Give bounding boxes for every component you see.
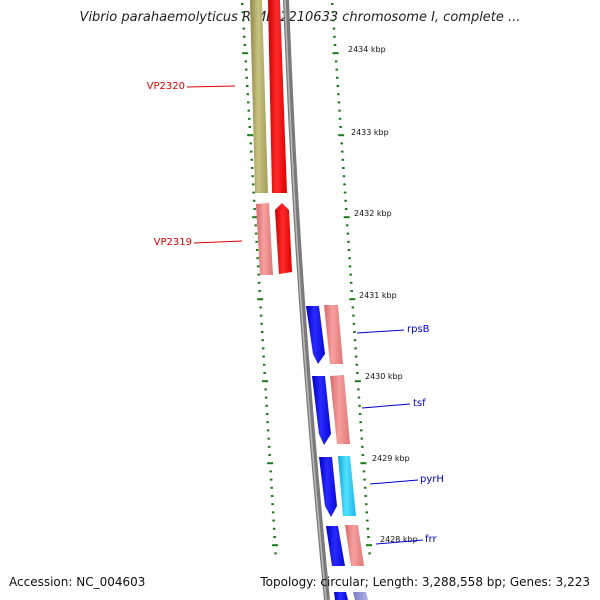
label-leader-line <box>186 85 236 88</box>
cds-feature[interactable] <box>345 525 364 566</box>
scale-label: 2428 kbp <box>380 535 418 544</box>
gene-label-vp2320[interactable]: VP2320 <box>147 81 185 92</box>
label-leader-line <box>375 539 424 545</box>
gene-label-tsf[interactable]: tsf <box>413 398 426 409</box>
label-leader-line <box>361 403 411 409</box>
cds-feature[interactable] <box>338 456 356 516</box>
gene-label-pyrh[interactable]: pyrH <box>420 474 444 485</box>
tick-track-left <box>241 3 279 555</box>
scale-label: 2434 kbp <box>348 45 386 54</box>
scale-label: 2433 kbp <box>351 128 389 137</box>
gene-label-rpsb[interactable]: rpsB <box>407 324 430 335</box>
cds-feature[interactable] <box>256 203 273 275</box>
cds-feature[interactable] <box>319 457 337 517</box>
gene-label-frr[interactable]: frr <box>425 534 437 545</box>
sequence-backbone <box>283 0 330 600</box>
cds-feature[interactable] <box>268 0 287 193</box>
scale-label: 2429 kbp <box>372 454 410 463</box>
cds-feature[interactable] <box>353 592 368 600</box>
topology-summary: Topology: circular; Length: 3,288,558 bp… <box>260 575 590 589</box>
cds-feature[interactable] <box>324 305 343 364</box>
cds-feature[interactable] <box>330 375 350 444</box>
cds-feature[interactable] <box>275 203 292 274</box>
accession-label: Accession: NC_004603 <box>9 575 146 589</box>
cds-feature[interactable] <box>312 376 331 445</box>
cds-feature[interactable] <box>326 526 345 566</box>
scale-label: 2432 kbp <box>354 209 392 218</box>
gene-label-vp2319[interactable]: VP2319 <box>154 237 192 248</box>
label-leader-line <box>369 479 419 485</box>
sequence-backbone-highlight <box>284 0 327 600</box>
cds-feature[interactable] <box>250 0 268 193</box>
cds-feature[interactable] <box>334 592 348 600</box>
tick-track-right <box>331 3 372 555</box>
cds-feature[interactable] <box>306 306 325 364</box>
map-title: Vibrio parahaemolyticus RIMD 2210633 chr… <box>79 10 521 25</box>
scale-label: 2431 kbp <box>359 291 397 300</box>
label-leader-line <box>356 329 405 334</box>
scale-label: 2430 kbp <box>365 372 403 381</box>
label-leader-line <box>193 240 243 244</box>
